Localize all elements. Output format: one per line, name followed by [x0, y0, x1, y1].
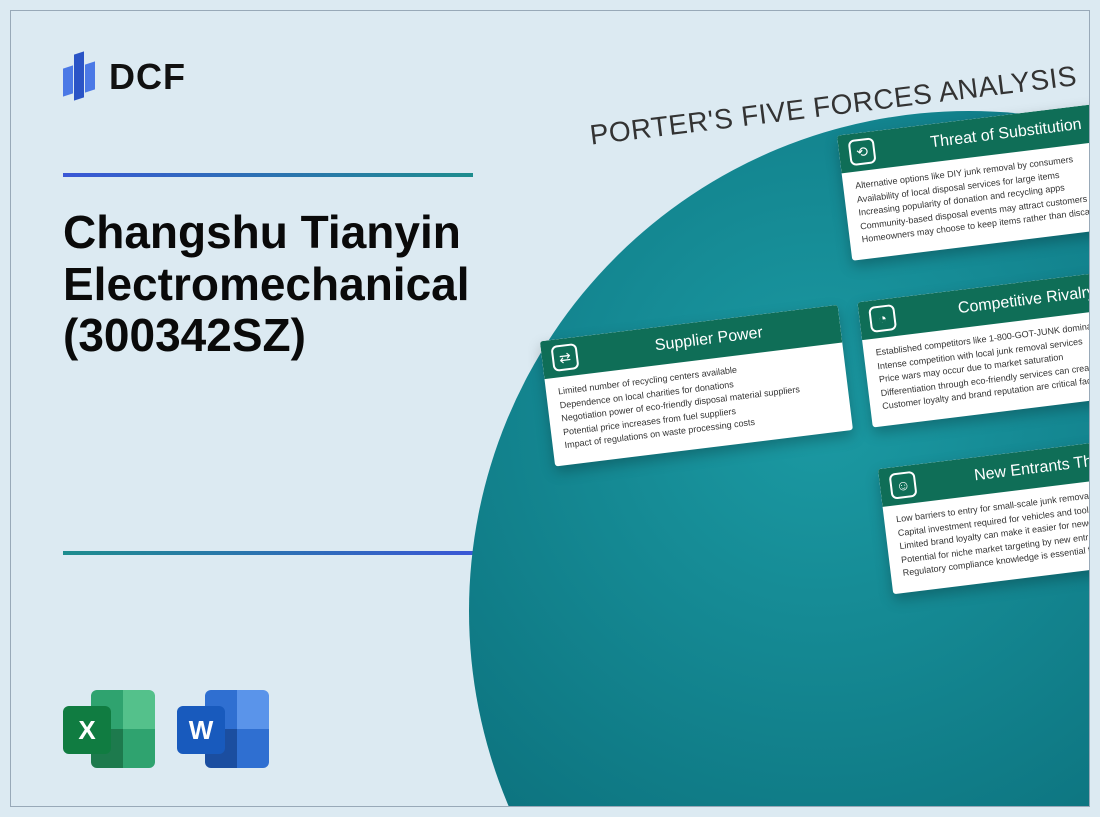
clock-icon: ◔ — [868, 304, 897, 333]
card-rivalry: ◔ Competitive Rivalry Established compet… — [857, 266, 1090, 428]
divider-bottom — [63, 551, 473, 555]
cards-container: ⟲ Threat of Substitution Alternative opt… — [519, 97, 1090, 711]
brand-logo: DCF — [63, 47, 186, 107]
card-substitution: ⟲ Threat of Substitution Alternative opt… — [837, 99, 1090, 261]
card-entrants: ☺ New Entrants Threat Low barriers to en… — [878, 433, 1090, 595]
excel-icon: X — [63, 684, 155, 776]
content-frame: DCF Changshu Tianyin Electromechanical (… — [10, 10, 1090, 807]
logo-bars-icon — [63, 47, 103, 107]
file-icons: X W — [63, 684, 269, 776]
porter-diagram: PORTER'S FIVE FORCES ANALYSIS ⟲ Threat o… — [514, 51, 1090, 725]
divider-top — [63, 173, 473, 177]
excel-badge: X — [63, 706, 111, 754]
link-icon: ⇄ — [551, 343, 580, 372]
brand-name: DCF — [109, 56, 186, 98]
word-icon: W — [177, 684, 269, 776]
card-supplier: ⇄ Supplier Power Limited number of recyc… — [540, 305, 853, 467]
word-badge: W — [177, 706, 225, 754]
refresh-icon: ⟲ — [848, 137, 877, 166]
person-icon: ☺ — [889, 471, 918, 500]
page-title: Changshu Tianyin Electromechanical (3003… — [63, 207, 493, 362]
